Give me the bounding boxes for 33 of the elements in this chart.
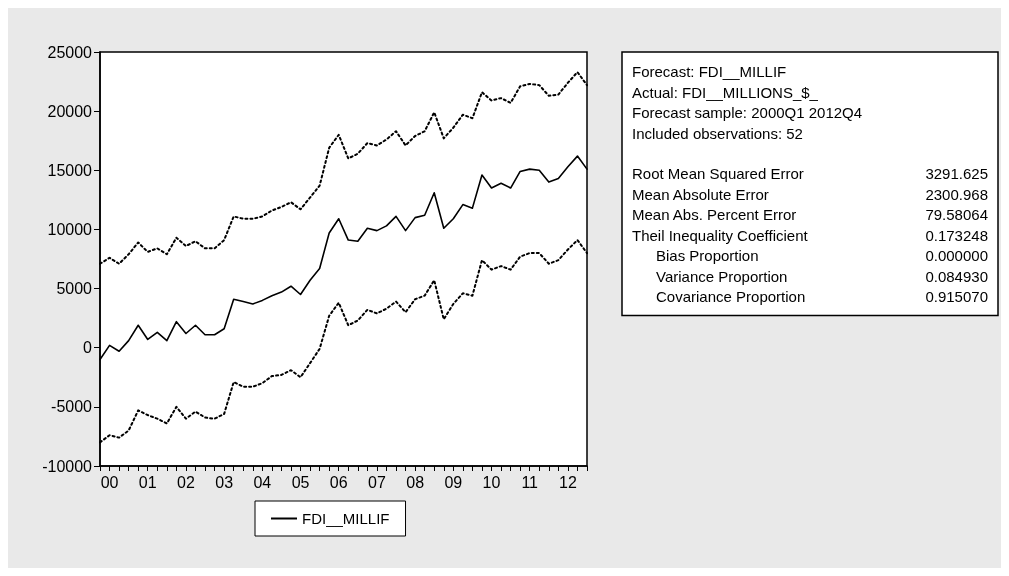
y-tick-label: 15000 <box>47 161 93 179</box>
x-tick-label: 00 <box>100 473 119 491</box>
x-tick-label: 01 <box>138 473 157 491</box>
y-tick-label: -5000 <box>51 398 93 416</box>
x-tick-label: 09 <box>444 473 463 491</box>
text: Mean Abs. Percent Error 79.58064 <box>632 206 988 223</box>
text: Covariance Proportion 0.915070 <box>656 288 988 305</box>
text: Forecast: FDI__MILLIF <box>632 63 787 80</box>
x-tick-label: 07 <box>368 473 386 491</box>
x-tick-label: 03 <box>215 473 234 491</box>
y-tick-label: 25000 <box>47 43 93 61</box>
y-tick-label: 0 <box>83 339 93 357</box>
x-tick-label: 10 <box>482 473 501 491</box>
x-tick-label: 04 <box>253 473 272 491</box>
y-tick-label: 5000 <box>56 280 93 298</box>
y-tick-label: 20000 <box>47 102 93 120</box>
x-tick-label: 05 <box>291 473 310 491</box>
x-tick-label: 08 <box>406 473 425 491</box>
x-tick-label: 11 <box>521 473 539 491</box>
x-tick-label: 06 <box>329 473 348 491</box>
text: Mean Absolute Error 2300.968 <box>632 185 988 203</box>
legend-label: FDI__MILLIF <box>302 510 390 527</box>
text: Forecast sample: 2000Q1 2012Q4 <box>632 104 863 121</box>
text: Included observations: 52 <box>632 124 803 142</box>
y-tick-label: 10000 <box>47 220 93 238</box>
x-tick-label: 12 <box>559 473 577 491</box>
text: Bias Proportion 0.000000 <box>656 247 988 264</box>
text: Root Mean Squared Error 3291.625 <box>632 165 988 182</box>
y-tick-label: -10000 <box>42 457 93 475</box>
text: Actual: FDI__MILLIONS_$_ <box>632 83 819 101</box>
text: Theil Inequality Coefficient 0.173248 <box>632 226 988 244</box>
text: Variance Proportion 0.084930 <box>656 267 988 285</box>
x-tick-label: 02 <box>177 473 195 491</box>
